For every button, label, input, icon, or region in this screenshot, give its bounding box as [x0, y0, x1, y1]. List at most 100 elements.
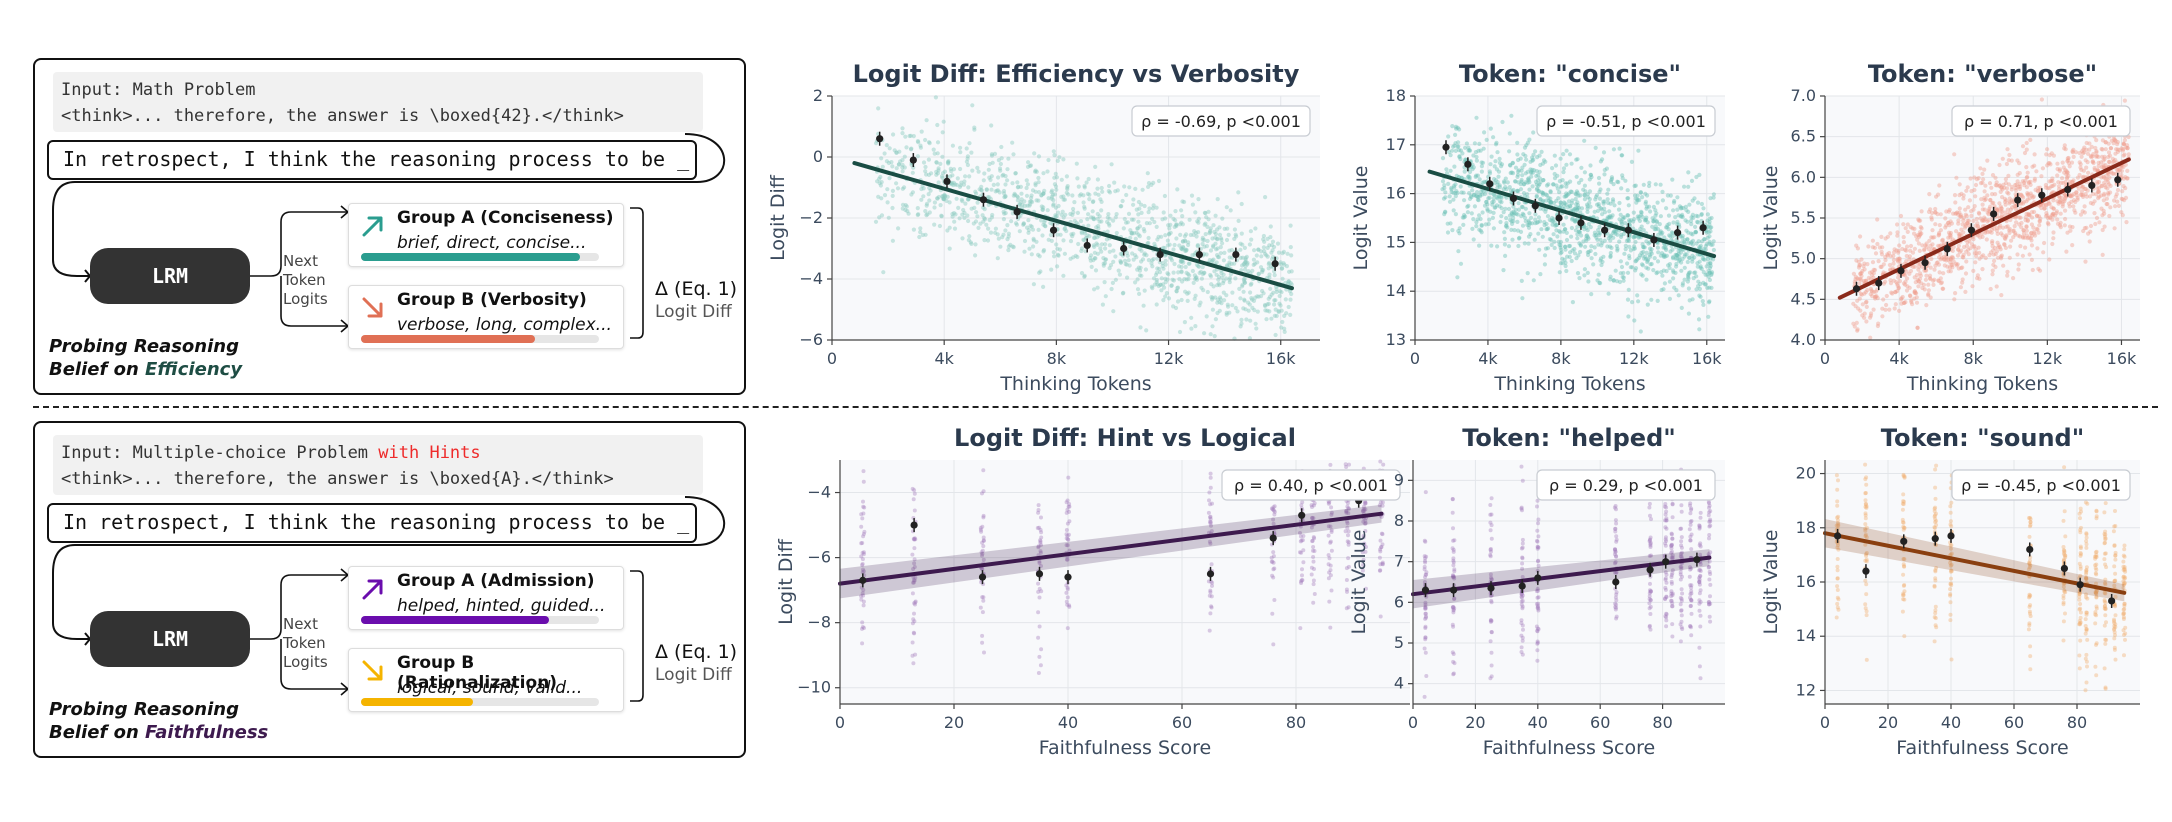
scatter-point [2073, 150, 2079, 155]
scatter-point [2101, 208, 2106, 213]
scatter-point [1674, 252, 1679, 258]
scatter-point [1895, 233, 1900, 238]
scatter-point [1582, 193, 1587, 198]
scatter-point [2024, 147, 2029, 152]
scatter-point [1090, 199, 1095, 205]
scatter-point [1569, 189, 1574, 194]
scatter-point [1513, 179, 1518, 184]
scatter-point [912, 491, 917, 496]
scatter-point [890, 193, 895, 198]
scatter-point [2094, 153, 2100, 159]
scatter-point [927, 198, 932, 203]
scatter-point [2095, 181, 2100, 186]
scatter-point [1190, 202, 1195, 207]
delta-eq-label: Δ (Eq. 1) [655, 641, 738, 663]
scatter-point [2071, 154, 2076, 159]
scatter-point [2101, 158, 2106, 163]
scatter-point [1182, 277, 1187, 282]
correlation-annotation-box [1131, 105, 1311, 137]
scatter-point [1179, 246, 1184, 251]
scatter-point [1575, 224, 1580, 229]
scatter-point [1558, 184, 1563, 189]
scatter-point [1163, 262, 1168, 267]
scatter-point [960, 199, 965, 204]
scatter-point [2108, 183, 2113, 188]
flow-connectors [52, 133, 725, 339]
scatter-point [1309, 572, 1314, 577]
scatter-point [2020, 179, 2025, 184]
scatter-point [1171, 216, 1176, 221]
scatter-point [1889, 290, 1894, 295]
scatter-point [1582, 192, 1587, 197]
scatter-point [2035, 189, 2040, 194]
scatter-point [1454, 189, 1459, 194]
scatter-point [1649, 261, 1654, 267]
scatter-point [1470, 162, 1475, 167]
scatter-point [1515, 219, 1520, 224]
scatter-point [1633, 234, 1638, 239]
scatter-point [999, 156, 1004, 161]
scatter-point [1542, 262, 1547, 267]
scatter-point [1184, 270, 1189, 275]
scatter-point [2045, 220, 2050, 226]
scatter-point [2002, 235, 2007, 240]
scatter-point [1912, 246, 1917, 251]
scatter-point [1179, 269, 1184, 274]
scatter-point [2106, 182, 2111, 187]
scatter-point [1015, 195, 1021, 200]
scatter-point [1965, 185, 1970, 190]
scatter-point [1517, 235, 1522, 240]
x-tick-label: 16k [1266, 349, 1296, 368]
scatter-point [1534, 187, 1539, 192]
scatter-point [1027, 163, 1033, 168]
scatter-point [1520, 296, 1525, 301]
scatter-point [1550, 222, 1555, 227]
scatter-point [1954, 229, 1959, 234]
scatter-point [1329, 548, 1334, 553]
scatter-point [974, 210, 979, 215]
scatter-point [1534, 193, 1539, 198]
scatter-point [1690, 256, 1695, 261]
scatter-point [1073, 253, 1078, 258]
scatter-point [2028, 231, 2034, 236]
scatter-point [1659, 287, 1664, 293]
scatter-point [952, 226, 958, 231]
scatter-point [1865, 288, 1870, 293]
scatter-point [1215, 310, 1220, 316]
scatter-point [1215, 297, 1220, 302]
scatter-point [1613, 231, 1618, 236]
scatter-point [1924, 303, 1929, 308]
scatter-point [1179, 264, 1184, 270]
scatter-point [1208, 520, 1213, 525]
scatter-point [1937, 255, 1942, 260]
scatter-point [1068, 211, 1073, 217]
scatter-point [1999, 231, 2004, 236]
scatter-point [2043, 182, 2048, 188]
scatter-point [1256, 247, 1261, 252]
scatter-point [1951, 211, 1956, 216]
scatter-point [2113, 138, 2118, 143]
scatter-point [1142, 229, 1147, 234]
scatter-point [1249, 237, 1254, 242]
scatter-point [1918, 276, 1923, 281]
scatter-point [1450, 228, 1455, 233]
scatter-point [1905, 244, 1910, 249]
scatter-point [1175, 299, 1181, 304]
scatter-point [1587, 189, 1593, 194]
scatter-point [1851, 321, 1856, 326]
scatter-point [1036, 510, 1041, 515]
scatter-point [2094, 192, 2099, 197]
scatter-point [2083, 191, 2088, 197]
scatter-point [1711, 257, 1716, 262]
scatter-point [2088, 200, 2093, 206]
scatter-point [2094, 215, 2100, 221]
scatter-point [2066, 201, 2072, 206]
scatter-point [1937, 232, 1942, 237]
scatter-point [1982, 215, 1987, 220]
scatter-point [878, 174, 883, 180]
scatter-point [2090, 154, 2095, 159]
scatter-point [1120, 198, 1125, 204]
scatter-point [1868, 292, 1873, 297]
scatter-point [1910, 250, 1916, 255]
scatter-point [1907, 271, 1912, 276]
